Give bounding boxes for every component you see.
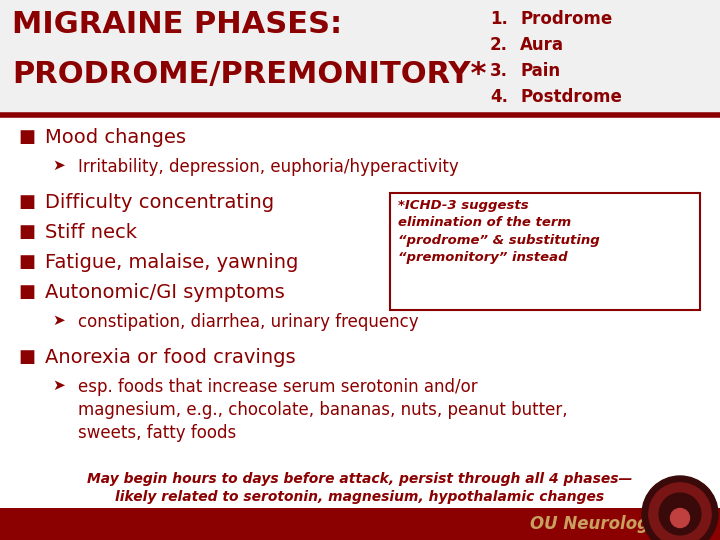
Bar [0, 508, 720, 540]
Text: May begin hours to days before attack, persist through all 4 phases—: May begin hours to days before attack, p… [87, 472, 633, 486]
Text: Prodrome: Prodrome [520, 10, 612, 28]
Text: 2.: 2. [490, 36, 508, 54]
Text: ■: ■ [18, 253, 35, 271]
Text: esp. foods that increase serum serotonin and/or
magnesium, e.g., chocolate, bana: esp. foods that increase serum serotonin… [78, 378, 567, 442]
Text: constipation, diarrhea, urinary frequency: constipation, diarrhea, urinary frequenc… [78, 313, 418, 331]
Text: Stiff neck: Stiff neck [45, 223, 137, 242]
Circle shape [642, 476, 718, 540]
Text: ➤: ➤ [52, 158, 65, 173]
Text: ■: ■ [18, 283, 35, 301]
Text: Mood changes: Mood changes [45, 128, 186, 147]
Text: MIGRAINE PHASES:: MIGRAINE PHASES: [12, 10, 342, 39]
Bar [0, 0, 720, 115]
Circle shape [670, 509, 690, 528]
Text: Fatigue, malaise, yawning: Fatigue, malaise, yawning [45, 253, 298, 272]
Text: ■: ■ [18, 223, 35, 241]
Text: Autonomic/GI symptoms: Autonomic/GI symptoms [45, 283, 284, 302]
Text: OU Neurology: OU Neurology [530, 515, 660, 533]
Text: Anorexia or food cravings: Anorexia or food cravings [45, 348, 296, 367]
Text: Aura: Aura [520, 36, 564, 54]
Circle shape [649, 483, 711, 540]
Text: Postdrome: Postdrome [520, 88, 622, 106]
Text: Difficulty concentrating: Difficulty concentrating [45, 193, 274, 212]
Text: Irritability, depression, euphoria/hyperactivity: Irritability, depression, euphoria/hyper… [78, 158, 459, 176]
Text: 3.: 3. [490, 62, 508, 80]
Text: 1.: 1. [490, 10, 508, 28]
Text: ➤: ➤ [52, 378, 65, 393]
Text: Pain: Pain [520, 62, 560, 80]
Text: 4.: 4. [490, 88, 508, 106]
Text: *ICHD-3 suggests
elimination of the term
“prodrome” & substituting
“premonitory”: *ICHD-3 suggests elimination of the term… [398, 199, 600, 265]
Text: likely related to serotonin, magnesium, hypothalamic changes: likely related to serotonin, magnesium, … [115, 490, 605, 504]
Bar [390, 193, 700, 310]
Circle shape [659, 493, 701, 535]
Text: ➤: ➤ [52, 313, 65, 328]
Text: ■: ■ [18, 348, 35, 366]
Text: PRODROME/PREMONITORY*: PRODROME/PREMONITORY* [12, 60, 487, 89]
Text: ■: ■ [18, 128, 35, 146]
Text: ■: ■ [18, 193, 35, 211]
